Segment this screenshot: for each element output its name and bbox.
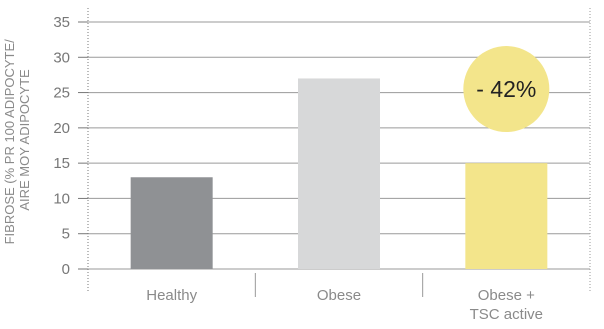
y-axis-label: FIBROSE (% PR 100 ADIPOCYTE/ AIRE MOY AD…: [2, 36, 32, 245]
category-label: Healthy: [146, 287, 197, 304]
annotation-circle: [463, 46, 550, 133]
y-tick-label: 30: [53, 49, 70, 66]
y-axis-label-line-1: FIBROSE (% PR 100 ADIPOCYTE/: [2, 39, 17, 245]
y-tick-label: 0: [62, 261, 70, 278]
axes: [78, 8, 591, 297]
bar: [130, 177, 213, 269]
y-tick-label: 5: [62, 226, 70, 243]
bar: [298, 78, 380, 269]
y-tick-label: 10: [53, 190, 70, 207]
y-tick-label: 15: [53, 155, 70, 172]
y-tick-label: 25: [53, 85, 70, 102]
y-tick-label: 35: [53, 14, 70, 31]
bar: [465, 163, 548, 269]
category-labels: Healthy Obese Obese + TSC active: [146, 287, 543, 323]
y-tick-labels: 0 5 10 15 20 25 30 35: [53, 14, 70, 278]
category-label: Obese + TSC active: [470, 287, 543, 323]
category-label: Obese: [317, 287, 361, 304]
y-axis-label-line-2: AIRE MOY ADIPOCYTE: [17, 69, 32, 211]
bars: [130, 78, 548, 269]
annotation-label: - 42%: [476, 76, 536, 102]
y-tick-label: 20: [53, 120, 70, 137]
reduction-annotation: - 42%: [463, 46, 550, 133]
